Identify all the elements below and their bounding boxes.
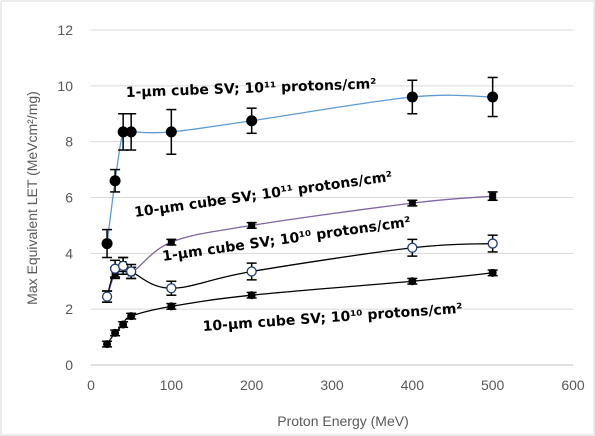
- data-point: [109, 175, 121, 187]
- data-point: [167, 302, 176, 311]
- data-point: [166, 283, 177, 294]
- data-point: [117, 260, 129, 272]
- data-point: [407, 242, 418, 253]
- series-1: [101, 76, 499, 259]
- series-4: [102, 268, 498, 349]
- data-point: [487, 91, 499, 103]
- y-tick-label: 12: [57, 22, 73, 38]
- data-point: [111, 328, 120, 337]
- data-point: [126, 266, 137, 277]
- x-tick-label: 300: [320, 377, 344, 393]
- data-point: [246, 266, 257, 277]
- data-point: [487, 238, 498, 249]
- x-tick-label: 500: [481, 377, 505, 393]
- data-point: [248, 221, 256, 229]
- data-point: [119, 320, 128, 329]
- data-point: [101, 291, 113, 302]
- y-tick-label: 6: [65, 190, 73, 206]
- data-point: [489, 192, 497, 200]
- data-point: [127, 312, 136, 321]
- y-tick-label: 2: [65, 301, 73, 317]
- data-point: [408, 199, 416, 207]
- data-point: [247, 291, 256, 300]
- data-point: [488, 268, 497, 277]
- axes: 0 2 4 6 8 10 12 0 100 200 300 400 500 600: [57, 22, 584, 393]
- data-point: [101, 238, 113, 250]
- series-layer: [101, 76, 499, 349]
- y-tick-label: 8: [65, 134, 73, 150]
- y-axis-title: Max Equivalent LET (MeVcm²/mg): [24, 91, 40, 305]
- data-point: [103, 340, 112, 349]
- x-axis-title: Proton Energy (MeV): [277, 413, 409, 429]
- data-point: [167, 238, 175, 246]
- data-point: [165, 126, 177, 138]
- series-3: [101, 234, 498, 303]
- x-tick-label: 100: [160, 377, 184, 393]
- x-tick-label: 400: [401, 377, 425, 393]
- data-point: [406, 91, 418, 103]
- data-point: [117, 126, 129, 138]
- data-point: [408, 277, 417, 286]
- x-tick-label: 200: [240, 377, 264, 393]
- x-tick-label: 0: [87, 377, 95, 393]
- y-tick-label: 4: [65, 245, 73, 261]
- y-tick-label: 10: [57, 78, 73, 94]
- y-tick-label: 0: [65, 357, 73, 373]
- data-point: [246, 115, 258, 127]
- data-point: [125, 126, 137, 138]
- x-tick-label: 600: [561, 377, 585, 393]
